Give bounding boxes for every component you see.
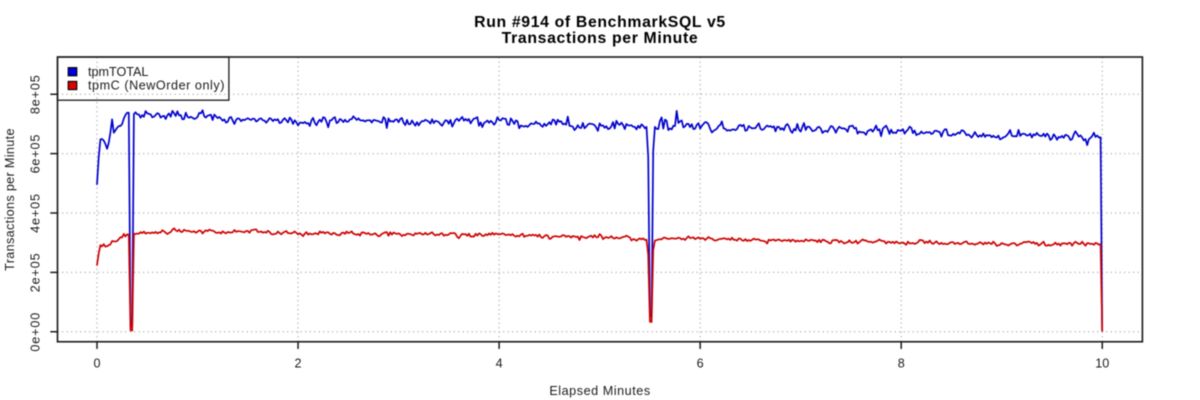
svg-text:4e+05: 4e+05 bbox=[29, 193, 43, 233]
svg-text:tpmC (NewOrder only): tpmC (NewOrder only) bbox=[88, 79, 225, 93]
svg-text:8e+05: 8e+05 bbox=[29, 74, 43, 114]
svg-text:Transactions per Minute: Transactions per Minute bbox=[3, 128, 17, 271]
svg-text:2e+05: 2e+05 bbox=[29, 253, 43, 293]
svg-text:Run #914 of BenchmarkSQL v5: Run #914 of BenchmarkSQL v5 bbox=[474, 14, 726, 31]
svg-text:10: 10 bbox=[1095, 357, 1109, 371]
svg-text:2: 2 bbox=[295, 357, 302, 371]
svg-text:6e+05: 6e+05 bbox=[29, 134, 43, 174]
svg-text:0: 0 bbox=[93, 357, 100, 371]
svg-text:6: 6 bbox=[697, 357, 704, 371]
svg-text:0e+00: 0e+00 bbox=[29, 312, 43, 352]
svg-text:tpmTOTAL: tpmTOTAL bbox=[88, 65, 148, 79]
svg-text:Elapsed Minutes: Elapsed Minutes bbox=[549, 384, 650, 398]
svg-text:4: 4 bbox=[496, 357, 503, 371]
svg-text:Transactions per Minute: Transactions per Minute bbox=[502, 30, 699, 47]
svg-text:8: 8 bbox=[898, 357, 905, 371]
